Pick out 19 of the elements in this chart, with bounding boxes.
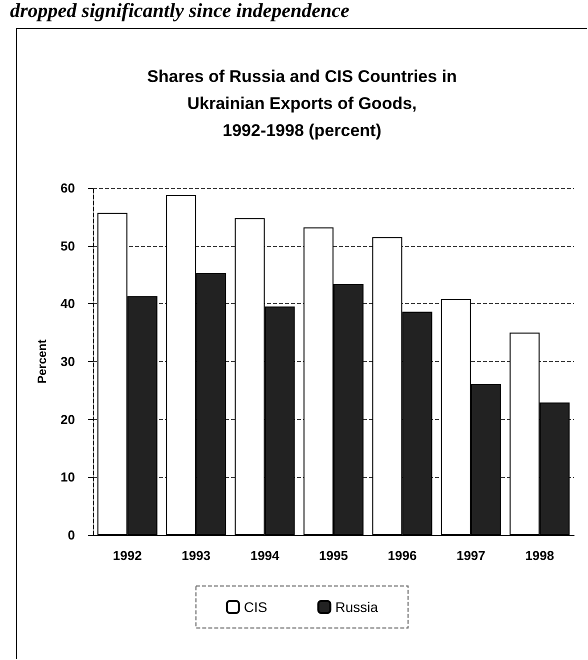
x-tick-label: 1997 (456, 548, 486, 563)
x-tick-label: 1996 (388, 548, 417, 563)
y-tick-label: 20 (60, 412, 75, 427)
y-tick-label: 40 (60, 296, 75, 312)
x-tick-label: 1994 (250, 548, 280, 563)
legend-label: CIS (244, 599, 268, 615)
x-tick-label: 1992 (112, 548, 142, 563)
text: dropped significantly since independence (10, 0, 350, 23)
y-axis-title: Percent (35, 339, 49, 384)
x-tick-label: 1993 (182, 548, 211, 563)
y-tick-label: 10 (60, 470, 75, 485)
y-tick-label: 60 (60, 180, 75, 196)
chart-title: Shares of Russia and CIS Countries in Ukrainian Exports of Goods, 1992-1998 (percent) (147, 67, 457, 140)
legend-label: Russia (335, 599, 378, 615)
x-tick-label: 1995 (319, 548, 348, 563)
x-tick-label: 1998 (525, 548, 554, 563)
y-tick-label: 30 (60, 354, 75, 369)
y-tick-label: 50 (60, 238, 75, 254)
y-tick-label: 0 (68, 528, 75, 542)
